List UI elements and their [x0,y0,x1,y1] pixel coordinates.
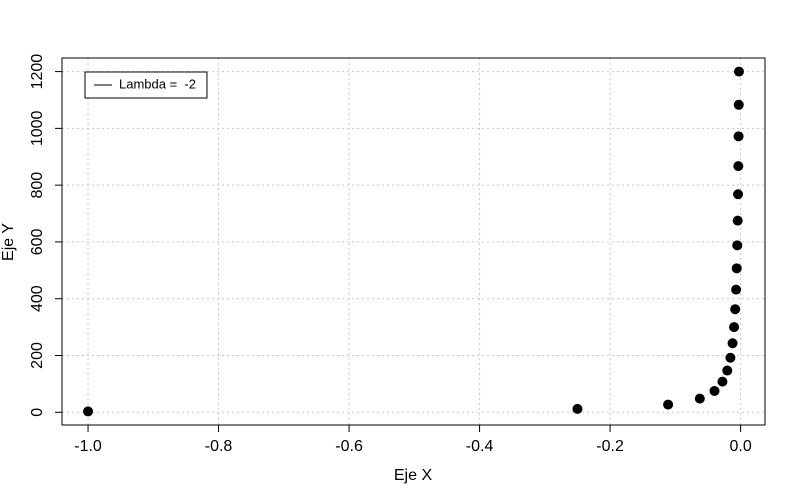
x-tick-label: -1.0 [74,438,102,455]
point [727,338,738,349]
point [731,284,742,295]
x-tick-label: 0.0 [729,438,751,455]
point [725,352,736,363]
point [729,322,740,333]
y-tick-label: 1000 [29,110,46,146]
point [731,263,742,274]
y-tick-label: 800 [29,172,46,199]
x-tick-label: -0.6 [335,438,363,455]
point [694,393,705,404]
legend-label: Lambda = -2 [119,76,196,91]
point [733,189,744,200]
point [733,66,744,77]
point [717,376,728,387]
y-tick-label: 0 [29,408,46,417]
point [663,399,674,410]
y-tick-label: 400 [29,285,46,312]
y-tick-label: 600 [29,228,46,255]
point [722,365,733,376]
point [572,403,583,414]
y-tick-label: 1200 [29,54,46,90]
point [83,406,94,417]
point [733,131,744,142]
point [732,215,743,226]
y-tick-label: 200 [29,342,46,369]
legend: Lambda = -2 [84,71,208,99]
x-axis-title: Eje X [394,467,433,484]
point [709,385,720,396]
y-axis-title: Eje Y [0,223,17,261]
plot-frame [61,57,766,426]
x-tick-label: -0.2 [596,438,624,455]
point [733,161,744,172]
point [732,240,743,251]
x-tick-label: -0.8 [205,438,233,455]
x-tick-label: -0.4 [466,438,494,455]
point [730,304,741,315]
point [733,99,744,110]
